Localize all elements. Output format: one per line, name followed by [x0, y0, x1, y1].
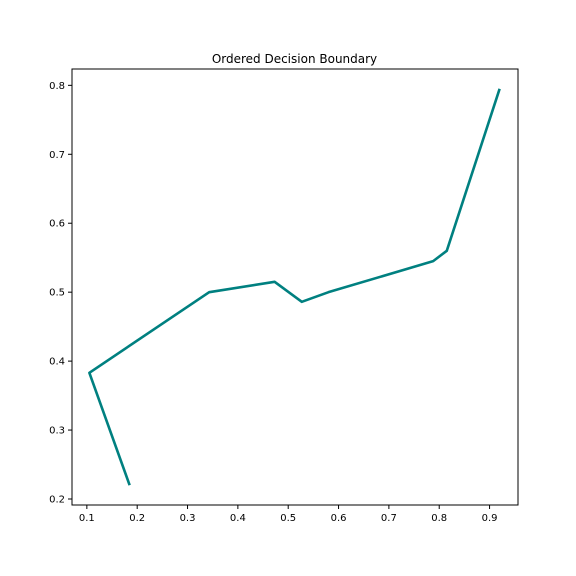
- y-tick-label: 0.4: [49, 357, 65, 368]
- x-tick-label: 0.2: [129, 513, 145, 524]
- x-tick-label: 0.1: [79, 513, 95, 524]
- y-tick-label: 0.8: [49, 81, 65, 92]
- x-tick-label: 0.3: [180, 513, 196, 524]
- x-tick-label: 0.9: [482, 513, 498, 524]
- x-tick-label: 0.8: [431, 513, 447, 524]
- y-tick-label: 0.5: [49, 288, 65, 299]
- y-tick-label: 0.7: [49, 150, 65, 161]
- x-tick-label: 0.5: [280, 513, 296, 524]
- series-line-0: [88, 88, 501, 486]
- x-tick-label: 0.4: [230, 513, 246, 524]
- axes-frame: [71, 68, 519, 506]
- plot-area: [88, 88, 501, 486]
- x-tick-label: 0.7: [381, 513, 397, 524]
- y-tick-label: 0.6: [49, 219, 65, 230]
- y-tick-label: 0.3: [49, 426, 65, 437]
- x-tick-label: 0.6: [331, 513, 347, 524]
- axes: 0.1 0.2 0.3 0.4 0.5 0.6 0.7 0.8 0.9 0.2 0.3 0.4 0.5 0…: [49, 68, 519, 524]
- y-tick-label: 0.2: [49, 495, 65, 506]
- chart-title: Ordered Decision Boundary: [212, 52, 377, 66]
